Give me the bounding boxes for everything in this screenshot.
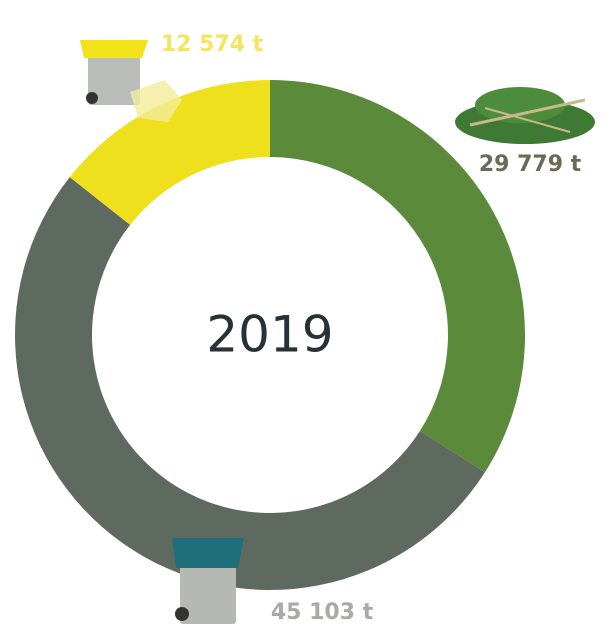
chart-title: 2019	[206, 306, 333, 364]
donut-slice	[15, 177, 485, 590]
green-waste-icon	[455, 87, 595, 144]
donut-slice	[69, 80, 270, 225]
value-label: 29 779 t	[479, 152, 582, 177]
gray-bin-icon	[172, 538, 244, 624]
value-label: 12 574 t	[161, 32, 264, 57]
donut	[15, 80, 525, 590]
yellow-bin-icon	[80, 40, 182, 122]
donut-slice	[270, 80, 525, 473]
value-label: 45 103 t	[271, 600, 374, 625]
